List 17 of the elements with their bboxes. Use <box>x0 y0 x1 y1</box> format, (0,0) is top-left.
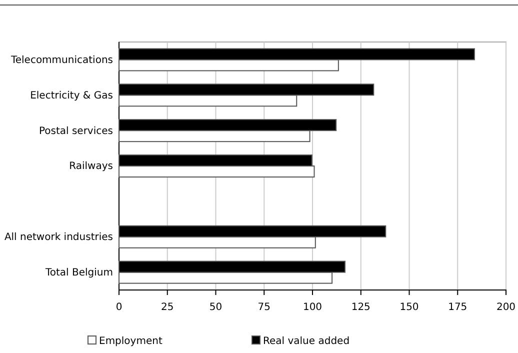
x-tick-label: 0 <box>116 302 122 313</box>
x-tick-label: 75 <box>258 302 270 313</box>
legend-label: Employment <box>99 336 162 347</box>
y-tick-label: All network industries <box>4 232 113 244</box>
y-tick-label: Postal services <box>38 126 113 137</box>
x-tick-label: 150 <box>400 302 419 313</box>
y-tick-label: Total Belgium <box>44 267 113 278</box>
x-tick-label: 175 <box>448 302 468 313</box>
x-tick-label: 50 <box>209 302 222 313</box>
x-tick-label: 200 <box>496 302 516 313</box>
y-tick-label: Telecommunications <box>10 54 113 66</box>
x-tick-label: 125 <box>351 302 370 313</box>
legend-label: Real value added <box>263 336 350 347</box>
x-tick-label: 25 <box>161 302 174 313</box>
x-tick-label: 100 <box>302 302 322 313</box>
y-tick-label: Railways <box>69 161 113 172</box>
y-tick-label: Electricity & Gas <box>30 90 113 102</box>
